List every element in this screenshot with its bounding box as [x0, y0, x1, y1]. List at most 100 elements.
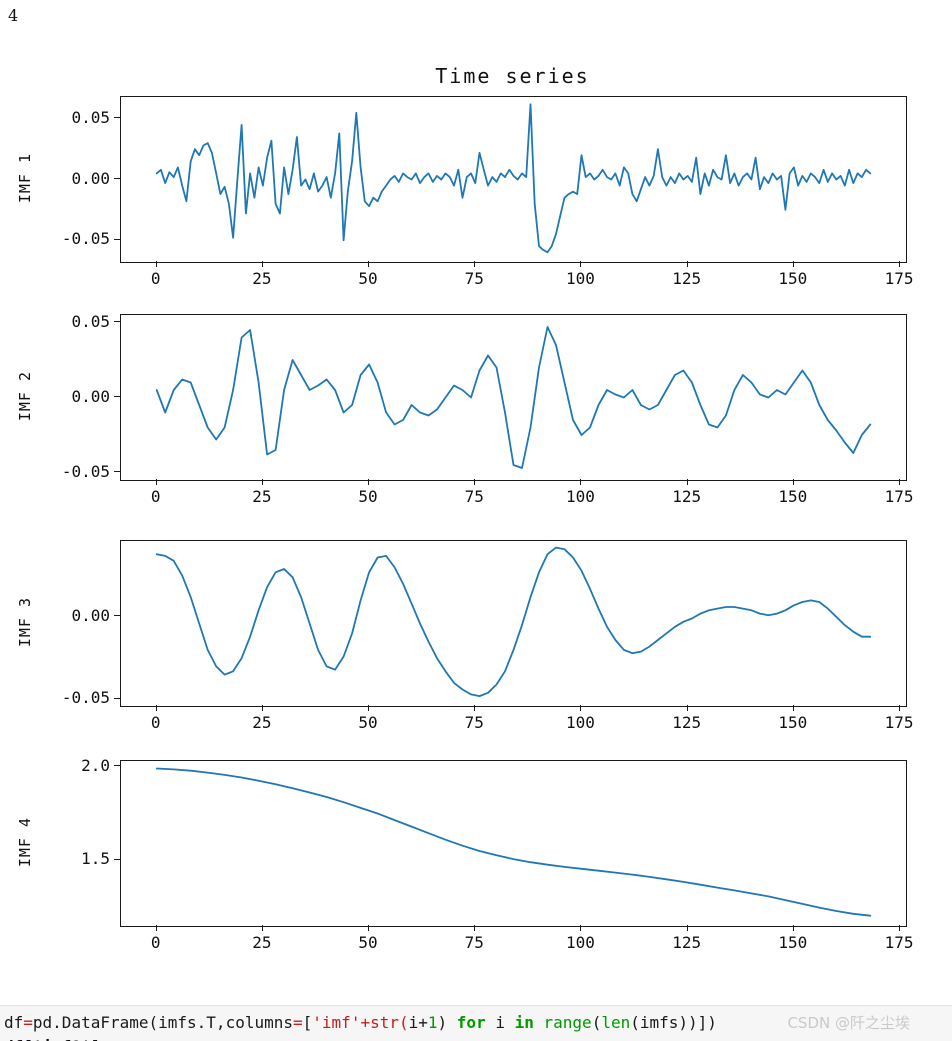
- code-token: ): [437, 1013, 457, 1032]
- line-chart-svg: [155, 546, 872, 698]
- x-tick-label: 125: [672, 269, 702, 288]
- x-tick-label: 125: [672, 933, 702, 952]
- code-token: in: [514, 1013, 534, 1032]
- x-tick-label: 50: [358, 933, 378, 952]
- y-tick-label: 2.0: [81, 755, 110, 775]
- plot-area-imf3: [120, 540, 907, 707]
- x-tick-mark: [155, 261, 157, 267]
- code-token: =: [23, 1013, 33, 1032]
- x-tick-mark: [261, 705, 263, 711]
- x-tick-label: 0: [150, 933, 161, 952]
- x-tick-label: 75: [464, 933, 484, 952]
- x-tick-mark: [261, 479, 263, 485]
- code-token: pd.DataFrame(imfs.T,columns: [32, 1013, 293, 1032]
- subplot-imf2: IMF 2 0.05 0.00 -0.05 0 25 50 75 100 125 150 175: [0, 311, 952, 529]
- x-tick-mark: [580, 479, 582, 485]
- y-tick-mark: [114, 615, 120, 617]
- x-tick-label: 100: [566, 269, 595, 288]
- x-tick-label: 75: [464, 269, 484, 288]
- x-tick-label: 150: [778, 713, 808, 732]
- x-tick-mark: [368, 479, 370, 485]
- x-tick-label: 125: [672, 713, 702, 732]
- x-tick-mark: [899, 705, 901, 711]
- x-tick-mark: [368, 925, 370, 931]
- x-tick-label: 100: [566, 933, 595, 952]
- code-token: i+: [408, 1013, 428, 1032]
- plot-area-imf1: [120, 96, 907, 263]
- code-line: df=pd.DataFrame(imfs.T,columns=['imf'+st…: [4, 1013, 717, 1032]
- x-tick-mark: [686, 705, 688, 711]
- code-token: 1: [427, 1013, 438, 1032]
- code-token: 'imf': [312, 1013, 361, 1032]
- x-tick-mark: [474, 705, 476, 711]
- x-tick-label: 100: [566, 487, 595, 506]
- x-tick-mark: [261, 925, 263, 931]
- x-tick-label: 50: [358, 269, 378, 288]
- y-tick-label: 0.05: [71, 107, 110, 127]
- x-tick-label: 150: [778, 487, 808, 506]
- x-tick-mark: [899, 479, 901, 485]
- x-tick-mark: [792, 479, 794, 485]
- x-tick-mark: [899, 261, 901, 267]
- x-tick-label: 25: [252, 269, 272, 288]
- code-block: df=pd.DataFrame(imfs.T,columns=['imf'+st…: [0, 1005, 952, 1041]
- y-tick-label: 0.05: [71, 311, 110, 331]
- x-tick-mark: [368, 705, 370, 711]
- x-tick-mark: [686, 261, 688, 267]
- y-tick-mark: [114, 697, 120, 699]
- x-tick-label: 0: [150, 269, 161, 288]
- x-tick-label: 25: [252, 713, 272, 732]
- x-tick-mark: [474, 479, 476, 485]
- x-tick-mark: [155, 925, 157, 931]
- x-tick-label: 25: [252, 487, 272, 506]
- x-tick-mark: [899, 925, 901, 931]
- code-token: (: [591, 1013, 602, 1032]
- x-tick-label: 150: [778, 933, 808, 952]
- y-tick-label: 0.00: [71, 605, 110, 625]
- x-tick-mark: [686, 479, 688, 485]
- line-chart-svg: [155, 326, 872, 469]
- y-tick-label: 0.00: [71, 168, 110, 188]
- imf2-line: [155, 326, 872, 469]
- x-tick-label: 25: [252, 933, 272, 952]
- y-tick-label: -0.05: [61, 688, 110, 708]
- code-token: (imfs))]): [630, 1013, 717, 1032]
- code-token: =: [293, 1013, 303, 1032]
- y-tick-mark: [114, 238, 120, 240]
- x-tick-label: 175: [884, 269, 914, 288]
- x-tick-mark: [580, 261, 582, 267]
- y-tick-mark: [114, 765, 120, 767]
- line-chart-svg: [155, 767, 872, 917]
- imf1-line: [155, 103, 872, 254]
- x-tick-label: 125: [672, 487, 702, 506]
- code-token: [534, 1013, 544, 1032]
- code-line-partial: df['imf1']: [4, 1037, 100, 1041]
- y-tick-label: 1.5: [81, 849, 110, 869]
- x-tick-mark: [686, 925, 688, 931]
- x-tick-label: 0: [150, 713, 161, 732]
- x-tick-mark: [792, 261, 794, 267]
- x-tick-mark: [368, 261, 370, 267]
- page-number: 4: [8, 6, 19, 25]
- code-token: [: [302, 1013, 313, 1032]
- code-token: df: [4, 1013, 24, 1032]
- x-tick-mark: [580, 925, 582, 931]
- watermark: CSDN @阡之尘埃: [787, 1014, 910, 1032]
- x-tick-mark: [792, 705, 794, 711]
- x-tick-label: 175: [884, 713, 914, 732]
- x-tick-label: 150: [778, 269, 808, 288]
- y-tick-mark: [114, 858, 120, 860]
- y-tick-label: -0.05: [61, 229, 110, 249]
- line-chart-svg: [155, 103, 872, 254]
- subplot-imf4: IMF 4 2.0 1.5 0 25 50 75 100 125 150 175: [0, 756, 952, 975]
- subplot-imf1: IMF 1 0.05 0.00 -0.05 0 25 50 75 100 125 150 175: [0, 96, 952, 311]
- plot-area-imf2: [120, 314, 907, 481]
- imf4-line: [155, 767, 872, 917]
- x-tick-mark: [474, 261, 476, 267]
- x-tick-label: 75: [464, 713, 484, 732]
- figure-title: Time series: [435, 64, 590, 88]
- y-tick-mark: [114, 471, 120, 472]
- x-tick-label: 100: [566, 713, 595, 732]
- y-tick-mark: [114, 178, 120, 179]
